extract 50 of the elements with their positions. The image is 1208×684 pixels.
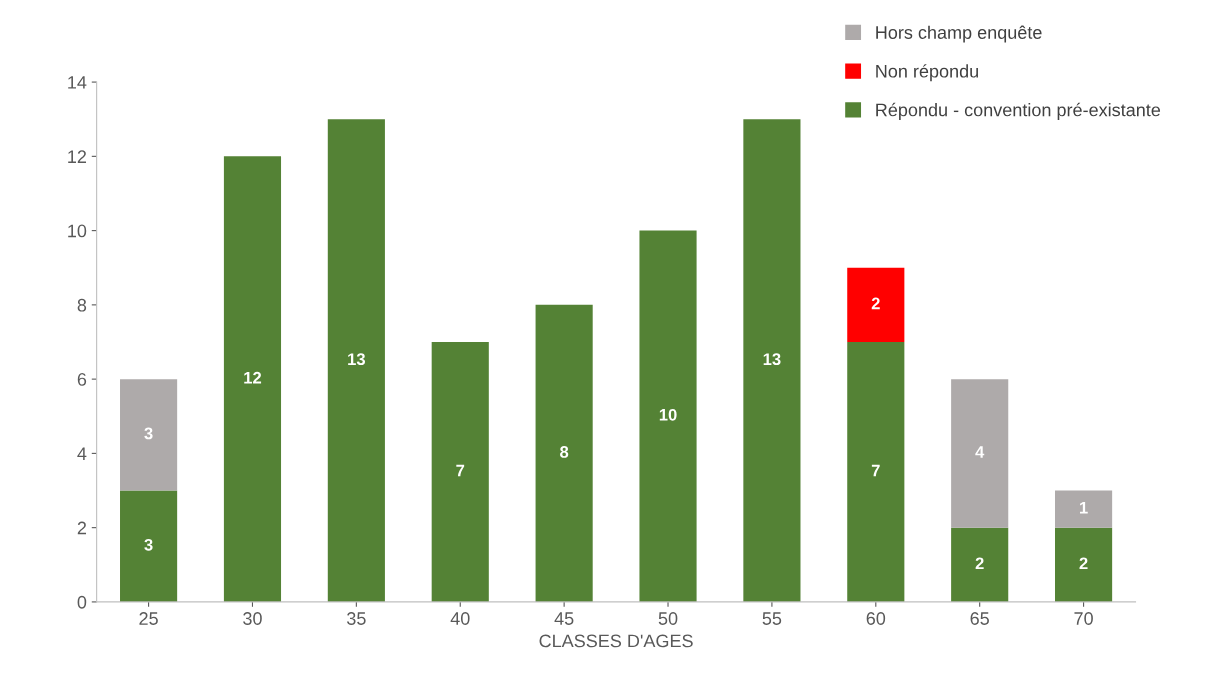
- bar: [327, 119, 385, 602]
- x-tick-label: 60: [866, 612, 886, 625]
- bar: [120, 379, 178, 491]
- bar: [951, 379, 1009, 528]
- data-label: 7: [871, 464, 880, 477]
- data-label: 13: [763, 353, 781, 366]
- bar: [1055, 527, 1113, 602]
- x-tick-label: 40: [450, 612, 470, 625]
- y-tick-label: 12: [68, 150, 87, 163]
- data-label: 13: [348, 353, 366, 366]
- y-tick-label: 6: [77, 373, 87, 386]
- y-tick-label: 8: [77, 298, 87, 312]
- x-tick-label: 55: [762, 612, 782, 625]
- x-tick-label: 45: [554, 612, 574, 625]
- data-label: 2: [1079, 557, 1088, 570]
- bar: [223, 156, 282, 602]
- bar: [847, 267, 905, 342]
- data-label: 12: [244, 371, 262, 384]
- data-label: 8: [560, 446, 569, 458]
- data-label: 3: [144, 427, 153, 440]
- x-tick-label: 65: [970, 612, 989, 625]
- bar: [847, 342, 905, 602]
- x-tick-label: 35: [347, 612, 366, 625]
- data-label: 2: [871, 297, 880, 310]
- data-label: 7: [456, 464, 465, 477]
- x-axis-title: CLASSES D'AGES: [539, 634, 693, 648]
- data-label: 2: [975, 557, 984, 570]
- x-tick-label: 25: [139, 612, 158, 625]
- bar: [639, 230, 697, 602]
- x-tick-label: 50: [658, 612, 678, 625]
- y-tick-label: 14: [68, 76, 87, 89]
- x-tick-label: 30: [243, 612, 262, 625]
- y-tick-label: 2: [77, 521, 87, 535]
- bar: [120, 490, 178, 602]
- data-label: 3: [144, 538, 153, 551]
- bar: [743, 119, 801, 602]
- bar: [1055, 490, 1113, 528]
- data-label: 1: [1079, 501, 1088, 514]
- data-label: 4: [975, 446, 985, 458]
- bar: [431, 342, 489, 602]
- bar: [951, 527, 1009, 602]
- legend-label: Hors champ enquête: [876, 25, 1042, 43]
- bar: [535, 304, 593, 602]
- y-tick-label: 4: [77, 447, 87, 460]
- x-tick-label: 70: [1074, 612, 1093, 625]
- y-tick-label: 10: [68, 224, 87, 238]
- legend-label: Non répondu: [876, 64, 978, 82]
- data-label: 10: [659, 408, 677, 421]
- legend-label: Répondu - convention pré-existante: [876, 102, 1161, 120]
- y-tick-label: 0: [77, 595, 87, 609]
